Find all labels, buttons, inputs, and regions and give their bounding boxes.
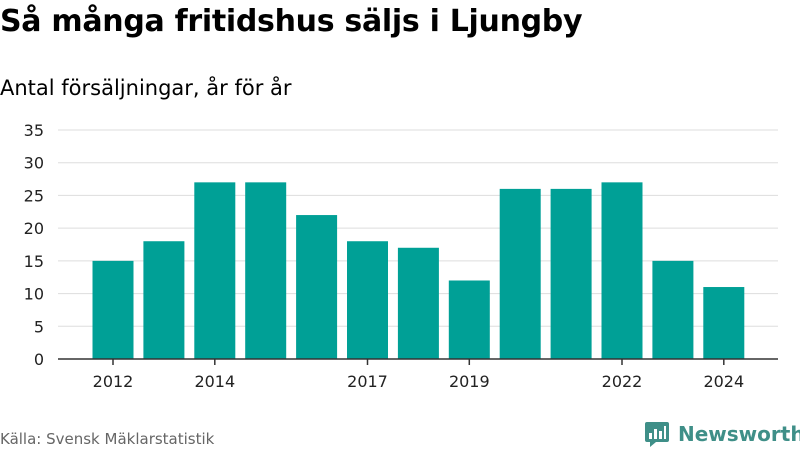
x-tick-label: 2012: [93, 372, 134, 391]
y-tick-label: 15: [24, 252, 44, 271]
brand-name: Newsworthy: [678, 422, 800, 446]
bar: [92, 260, 134, 359]
bar: [347, 241, 388, 359]
x-tick-label: 2019: [449, 372, 490, 391]
x-tick-label: 2024: [703, 372, 744, 391]
bar: [601, 182, 643, 359]
source-note: Källa: Svensk Mäklarstatistik: [0, 430, 215, 448]
y-tick-label: 0: [34, 350, 44, 369]
y-tick-label: 5: [34, 317, 44, 336]
y-tick-label: 30: [24, 154, 44, 173]
bar: [143, 241, 185, 359]
chart-title: Så många fritidshus säljs i Ljungby: [0, 4, 583, 39]
bar: [499, 188, 541, 359]
bar: [296, 215, 338, 359]
x-tick-label: 2017: [347, 372, 388, 391]
y-tick-label: 10: [24, 285, 44, 304]
bar-chart: 0 5 10 15 20 25 30 35 2012 2014 2017 2019 2022 2024: [24, 121, 778, 391]
bar: [652, 260, 694, 359]
bar: [194, 182, 236, 359]
bar: [703, 287, 745, 359]
x-tick-label: 2022: [602, 372, 643, 391]
bar: [245, 182, 287, 359]
bar: [448, 280, 490, 359]
brand-logo[interactable]: Newsworthy: [644, 420, 800, 448]
chart-subtitle: Antal försäljningar, år för år: [0, 76, 292, 100]
x-tick-label: 2014: [194, 372, 235, 391]
bar: [397, 247, 439, 359]
y-tick-label: 35: [24, 121, 44, 140]
bar: [550, 188, 592, 359]
y-tick-label: 20: [24, 219, 44, 238]
y-tick-label: 25: [24, 186, 44, 205]
bar-chart-logo-icon: [645, 422, 669, 447]
